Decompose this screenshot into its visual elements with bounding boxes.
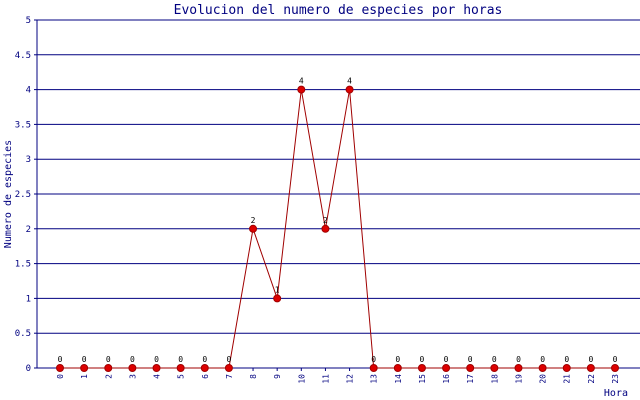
x-tick-label: 6 bbox=[201, 374, 210, 379]
x-tick-label: 7 bbox=[225, 374, 234, 379]
x-tick-label: 12 bbox=[346, 374, 355, 384]
data-point bbox=[104, 364, 113, 372]
x-tick-label: 14 bbox=[394, 374, 403, 384]
data-label: 0 bbox=[516, 355, 521, 364]
y-tick-label: 3 bbox=[26, 155, 31, 165]
data-label: 0 bbox=[420, 355, 425, 364]
x-tick-label: 5 bbox=[177, 374, 186, 379]
series-line bbox=[60, 89, 615, 369]
x-tick-label: 0 bbox=[56, 374, 65, 379]
x-tick-label: 23 bbox=[611, 374, 620, 384]
data-point bbox=[224, 364, 233, 372]
data-point bbox=[345, 85, 354, 94]
x-tick-label: 17 bbox=[466, 374, 475, 384]
data-label: 0 bbox=[492, 355, 497, 364]
data-label: 0 bbox=[588, 355, 593, 364]
data-point bbox=[466, 364, 475, 372]
data-label: 4 bbox=[299, 77, 304, 86]
data-point bbox=[514, 364, 523, 372]
data-label: 2 bbox=[323, 216, 328, 225]
data-label: 0 bbox=[395, 355, 400, 364]
x-tick-label: 22 bbox=[587, 374, 596, 384]
data-label: 0 bbox=[371, 355, 376, 364]
x-tick-label: 19 bbox=[514, 374, 523, 384]
x-tick-label: 9 bbox=[273, 374, 282, 379]
x-tick-label: 2 bbox=[104, 374, 113, 379]
data-point bbox=[490, 364, 499, 372]
y-tick-label: 2.5 bbox=[15, 190, 31, 200]
data-point bbox=[200, 364, 209, 372]
x-tick-label: 18 bbox=[490, 374, 499, 384]
x-tick-label: 4 bbox=[153, 374, 162, 379]
data-point bbox=[176, 364, 185, 372]
data-point bbox=[369, 364, 378, 372]
data-point bbox=[56, 364, 64, 372]
data-point bbox=[417, 364, 426, 372]
data-label: 2 bbox=[251, 216, 256, 225]
data-label: 0 bbox=[82, 355, 87, 364]
chart-title: Evolucion del numero de especies por hor… bbox=[174, 3, 503, 18]
data-point bbox=[249, 224, 258, 233]
data-label: 4 bbox=[347, 77, 352, 86]
y-tick-label: 0 bbox=[26, 364, 31, 374]
x-tick-label: 8 bbox=[249, 374, 258, 379]
data-point bbox=[80, 364, 89, 372]
data-label: 0 bbox=[202, 355, 207, 364]
data-point bbox=[442, 364, 451, 372]
data-point bbox=[562, 364, 571, 372]
y-tick-label: 4.5 bbox=[15, 51, 31, 61]
data-point bbox=[393, 364, 402, 372]
y-tick-label: 0.5 bbox=[15, 329, 31, 339]
data-point bbox=[128, 364, 137, 372]
y-tick-label: 5 bbox=[26, 16, 31, 26]
data-label: 0 bbox=[564, 355, 569, 364]
y-tick-label: 1.5 bbox=[15, 260, 31, 270]
x-axis-label: Hora bbox=[604, 388, 628, 399]
data-point bbox=[586, 364, 595, 372]
x-tick-label: 10 bbox=[297, 374, 306, 384]
data-point bbox=[538, 364, 547, 372]
x-tick-label: 13 bbox=[370, 374, 379, 384]
data-point bbox=[611, 364, 619, 372]
x-tick-label: 20 bbox=[539, 374, 548, 384]
data-label: 0 bbox=[58, 355, 63, 364]
y-tick-label: 3.5 bbox=[15, 120, 31, 130]
y-tick-label: 1 bbox=[26, 294, 31, 304]
x-tick-label: 21 bbox=[563, 374, 572, 384]
data-label: 0 bbox=[130, 355, 135, 364]
y-tick-label: 2 bbox=[26, 225, 31, 235]
data-label: 0 bbox=[154, 355, 159, 364]
data-label: 0 bbox=[613, 355, 618, 364]
data-label: 0 bbox=[226, 355, 231, 364]
x-tick-label: 15 bbox=[418, 374, 427, 384]
x-tick-label: 1 bbox=[80, 374, 89, 379]
data-label: 0 bbox=[444, 355, 449, 364]
data-point bbox=[297, 85, 306, 94]
data-label: 0 bbox=[540, 355, 545, 364]
data-point bbox=[152, 364, 161, 372]
x-tick-label: 16 bbox=[442, 374, 451, 384]
data-label: 0 bbox=[106, 355, 111, 364]
y-tick-label: 4 bbox=[26, 86, 31, 96]
y-axis-label: Numero de especies bbox=[3, 140, 14, 248]
data-label: 0 bbox=[468, 355, 473, 364]
x-tick-label: 3 bbox=[128, 374, 137, 379]
x-tick-label: 11 bbox=[321, 374, 330, 384]
data-label: 1 bbox=[275, 285, 280, 294]
data-point bbox=[273, 294, 282, 303]
data-point bbox=[321, 224, 330, 233]
data-label: 0 bbox=[178, 355, 183, 364]
